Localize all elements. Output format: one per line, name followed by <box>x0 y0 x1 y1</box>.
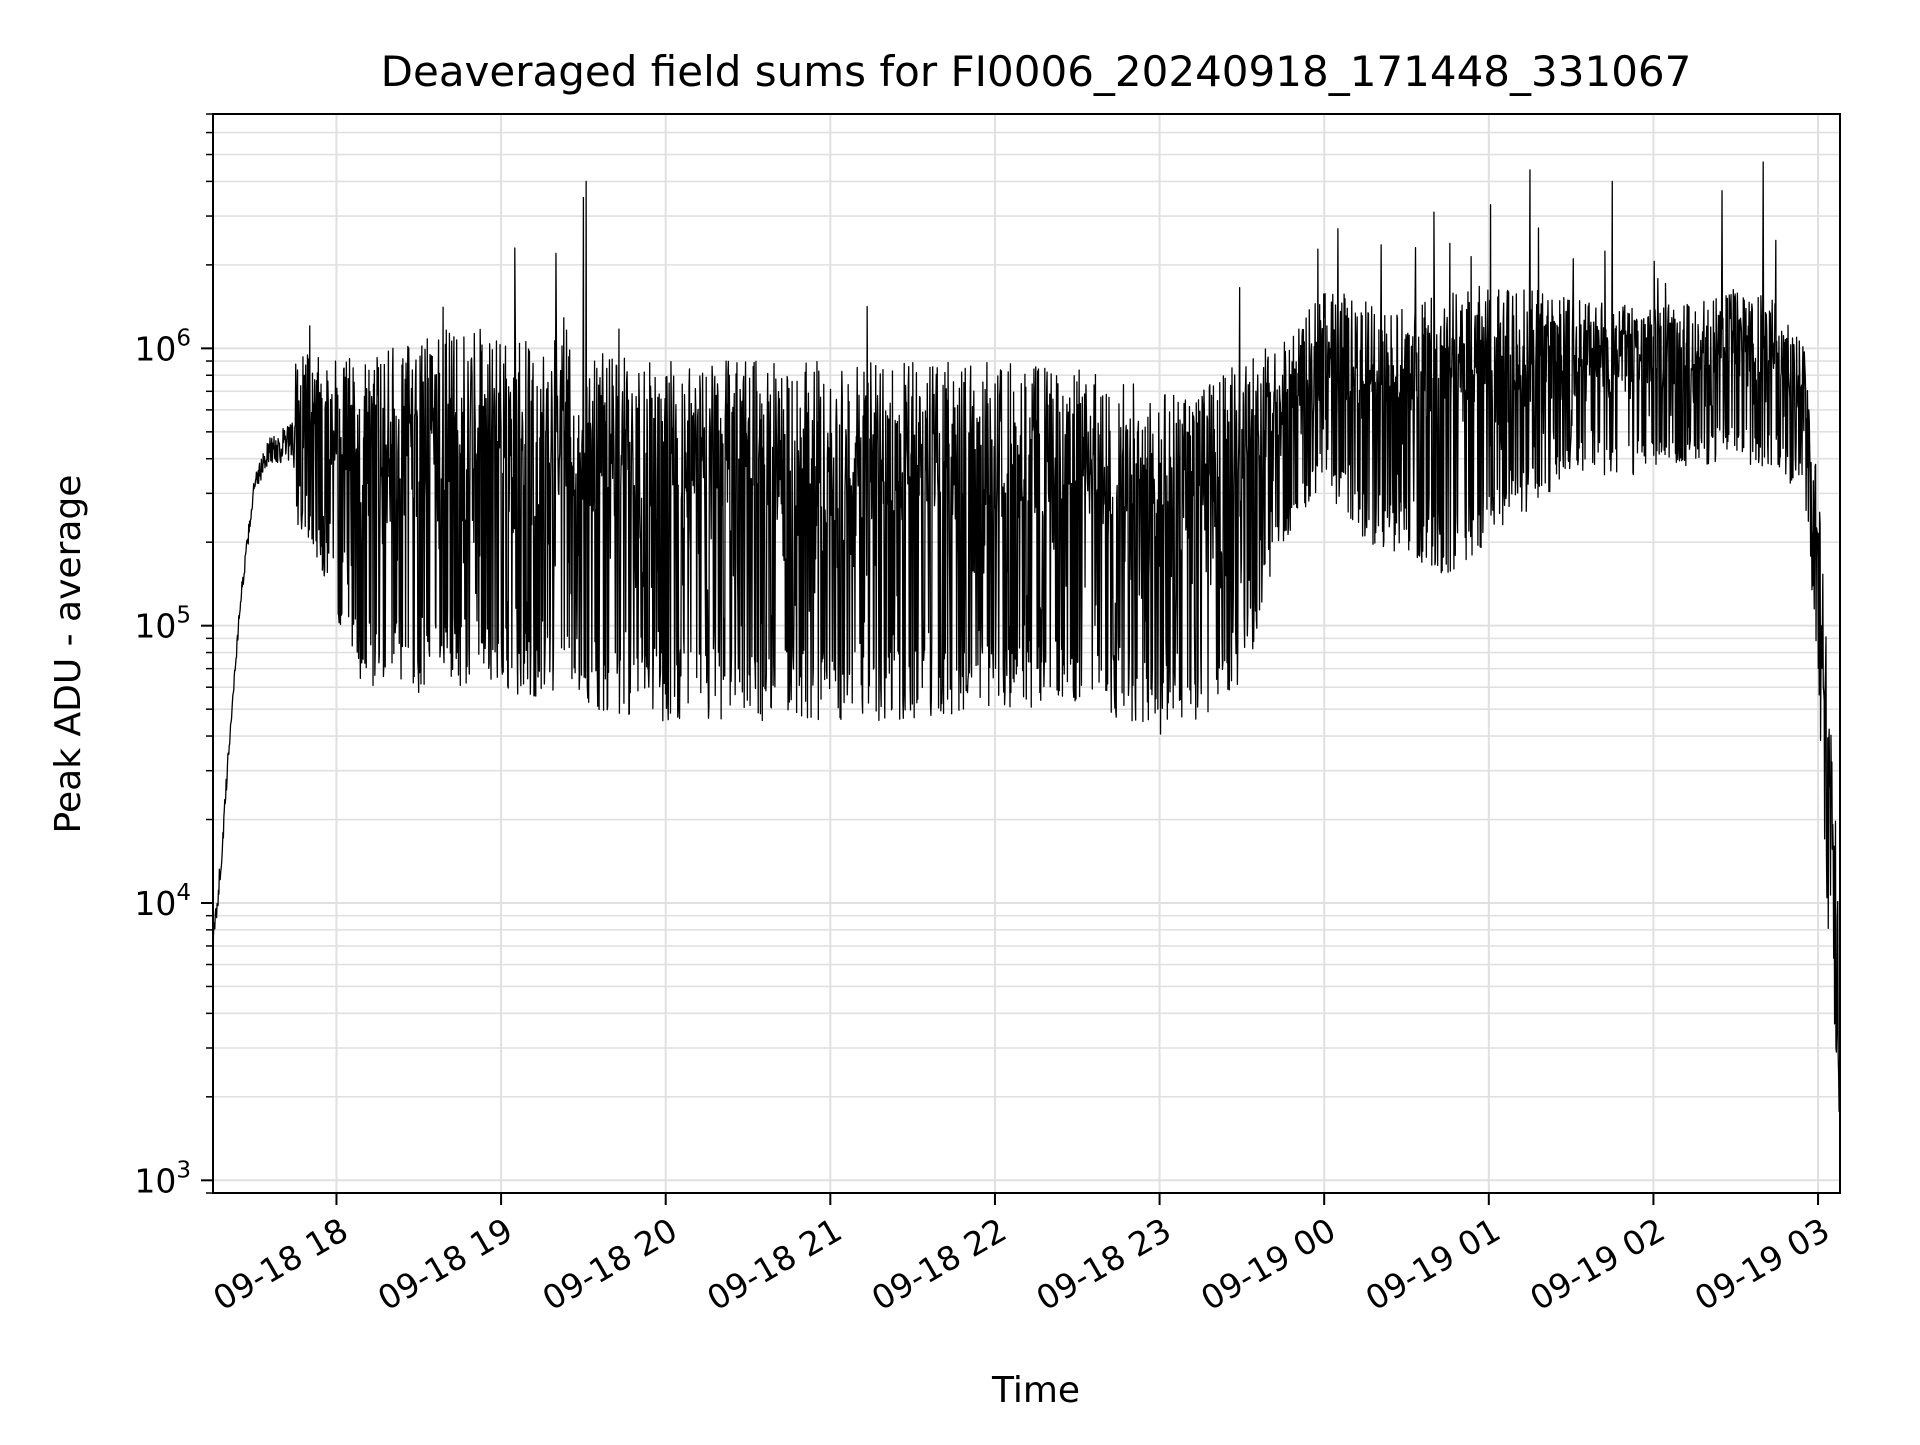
x-axis-ticks: 09-18 18 09-18 19 09-18 20 09-18 21 09-18 22… <box>206 1193 1836 1318</box>
x-tick-label: 09-19 00 <box>1194 1210 1342 1318</box>
y-axis-label: Peak ADU - average <box>48 475 89 834</box>
chart-title: Deaveraged field sums for FI0006_2024091… <box>381 47 1692 96</box>
x-axis-label: Time <box>991 1370 1080 1411</box>
y-tick-label: 103 <box>134 1157 191 1200</box>
x-tick-label: 09-18 23 <box>1030 1210 1178 1318</box>
x-tick-label: 09-18 21 <box>700 1210 848 1318</box>
x-tick-label: 09-19 02 <box>1523 1210 1671 1318</box>
series-layer <box>212 161 1841 1113</box>
y-axis-ticks: 103 104 105 106 <box>134 113 213 1200</box>
x-tick-label: 09-18 18 <box>206 1210 354 1318</box>
y-tick-label: 104 <box>134 880 191 923</box>
series-line <box>212 161 1841 1113</box>
x-tick-label: 09-18 22 <box>865 1210 1013 1318</box>
x-tick-label: 09-19 03 <box>1688 1210 1836 1318</box>
plot-frame <box>212 113 1841 1194</box>
y-tick-label: 105 <box>134 603 191 646</box>
x-tick-label: 09-18 20 <box>536 1210 684 1318</box>
y-tick-label: 106 <box>134 325 191 368</box>
x-tick-label: 09-19 01 <box>1359 1210 1507 1318</box>
x-tick-label: 09-18 19 <box>371 1210 519 1318</box>
